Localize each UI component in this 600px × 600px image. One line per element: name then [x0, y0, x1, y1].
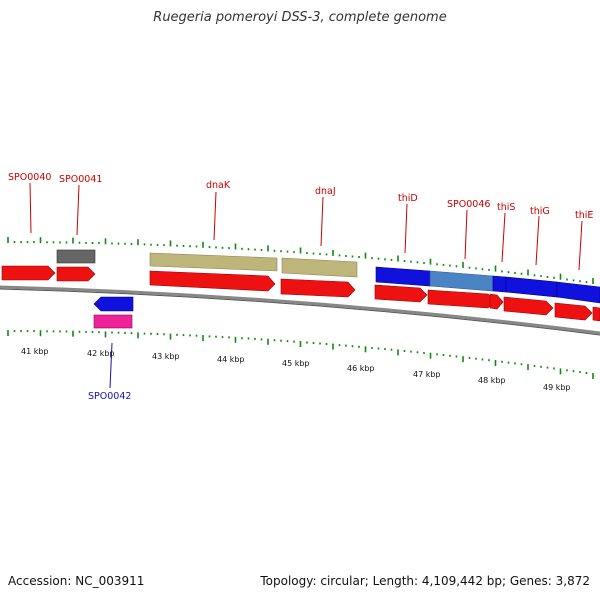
tick-label: 41 kbp [21, 347, 49, 356]
accession-text: Accession: NC_003911 [8, 574, 145, 588]
genome-backbone [0, 285, 600, 335]
lower-tick-row [7, 330, 594, 379]
upper-tick-row [7, 237, 594, 284]
khaki-feature[interactable] [149, 252, 278, 272]
label-thig[interactable]: thiG [530, 206, 550, 217]
tick-label: 44 kbp [217, 355, 245, 364]
tick-label: 49 kbp [543, 383, 571, 392]
label-dnaj[interactable]: dnaJ [315, 186, 336, 197]
genome-summary-text: Topology: circular; Length: 4,109,442 bp… [260, 574, 590, 588]
tick-label: 45 kbp [282, 359, 310, 368]
callout-dnaj [320, 196, 324, 247]
genome-backbone-shadow [0, 288, 600, 336]
blue-feature[interactable] [505, 276, 558, 298]
callout-thig [535, 215, 540, 266]
callout-spo0046 [464, 209, 468, 260]
gene-arrow-thie[interactable] [554, 302, 593, 321]
label-spo0040[interactable]: SPO0040 [8, 172, 51, 183]
khaki-feature[interactable] [281, 257, 358, 278]
gene-arrow-thid[interactable] [374, 284, 428, 303]
callout-thie [578, 220, 583, 271]
callout-spo0040 [29, 182, 32, 234]
tick-label: 47 kbp [413, 370, 441, 379]
map-title: Ruegeria pomeroyi DSS-3, complete genome [153, 10, 447, 25]
callout-lines [29, 182, 583, 271]
tick-label: 42 kbp [87, 349, 115, 358]
label-thie[interactable]: thiE [575, 210, 593, 221]
label-spo0042[interactable]: SPO0042 [88, 391, 131, 402]
label-dnak[interactable]: dnaK [206, 180, 231, 191]
blue-feature[interactable] [492, 275, 507, 293]
blue-feature[interactable] [556, 281, 600, 304]
gene-arrow-spo0040[interactable] [1, 265, 56, 281]
label-spo0046[interactable]: SPO0046 [447, 199, 490, 210]
tick-label: 48 kbp [478, 376, 506, 385]
gene-arrow-thig[interactable] [503, 296, 554, 316]
callout-dnak [213, 191, 217, 241]
gene-arrow-spo0041[interactable] [56, 266, 96, 282]
label-spo0041[interactable]: SPO0041 [59, 174, 102, 185]
blue-feature[interactable] [375, 266, 431, 287]
gene-arrow-this[interactable] [489, 293, 504, 310]
feature-tracks [1, 249, 600, 329]
label-thid[interactable]: thiD [398, 193, 418, 204]
gene-arrow-dnak[interactable] [149, 270, 276, 292]
label-this[interactable]: thiS [497, 202, 515, 213]
tick-label: 43 kbp [152, 352, 180, 361]
gene-arrow-spo0042[interactable] [93, 296, 134, 312]
callout-spo0041 [76, 184, 80, 236]
steel-feature[interactable] [429, 270, 494, 292]
callout-this [501, 212, 506, 263]
gene-arrow-spo0046[interactable] [427, 289, 496, 309]
pink-feature[interactable] [93, 314, 133, 329]
gray-feature[interactable] [56, 249, 96, 264]
gene-arrow-partial[interactable] [592, 306, 600, 322]
gene-arrow-dnaj[interactable] [280, 278, 356, 298]
callout-spo0042 [109, 342, 113, 389]
callout-thid [404, 203, 408, 254]
tick-label: 46 kbp [347, 364, 375, 373]
